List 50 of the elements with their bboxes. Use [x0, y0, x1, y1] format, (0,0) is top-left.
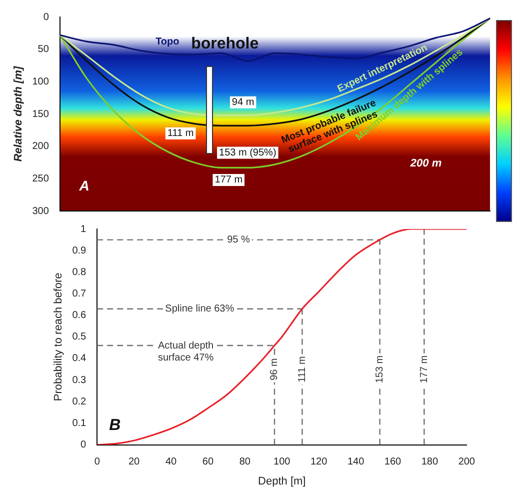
- y-tick-label: 0.3: [72, 374, 87, 386]
- y-tick-label: 0.9: [72, 245, 87, 256]
- x-tick-label: 40: [165, 456, 178, 468]
- ref-line-label: Actual depth surface 47%: [158, 340, 214, 364]
- x-tick-label: 140: [347, 456, 365, 468]
- ref-line-label: 95 %: [227, 234, 250, 246]
- annotation: 177 m: [214, 174, 243, 186]
- ref-line-label: 153 m: [374, 355, 386, 384]
- y-tick-label: 200: [32, 141, 50, 152]
- annotation: 153 m (95%): [219, 148, 276, 159]
- annotation: 200 m: [409, 158, 442, 170]
- annotation: borehole: [191, 36, 259, 53]
- x-tick-label: 120: [310, 456, 328, 468]
- x-tick-label: 80: [239, 456, 251, 468]
- x-axis-title: Depth [m]: [258, 475, 306, 488]
- y-tick-label: 0: [43, 12, 50, 23]
- x-tick-label: 0: [94, 456, 100, 468]
- y-tick-label: 100: [32, 76, 50, 88]
- y-tick-label: 300: [32, 206, 50, 217]
- annotation: A: [78, 178, 90, 194]
- y-tick-label: 0.4: [72, 353, 87, 364]
- y-tick-label: 250: [32, 173, 50, 184]
- y-tick-label: 0.6: [72, 310, 87, 322]
- ref-line-label: 111 m: [296, 356, 308, 382]
- ref-line-label: 96 m: [269, 358, 280, 380]
- line-series: [59, 17, 491, 168]
- x-tick-label: 60: [202, 456, 214, 468]
- series-label: Topo: [156, 36, 180, 48]
- y-tick-label: 0.1: [72, 418, 87, 429]
- y-tick-label: 150: [32, 108, 50, 120]
- ref-line-label: Spline line 63%: [165, 304, 234, 315]
- y-tick-label: 1: [80, 224, 87, 235]
- x-tick-label: 160: [384, 456, 402, 468]
- y-tick-label: 0: [80, 440, 87, 451]
- y-tick-label: 0.8: [72, 266, 87, 278]
- y-tick-label: 0.5: [72, 332, 87, 343]
- y-axis-title: Relative depth [m]: [12, 66, 25, 162]
- y-axis-title: Probability to reach before: [52, 272, 65, 402]
- x-tick-label: 20: [128, 456, 140, 468]
- annotation: B: [109, 416, 121, 434]
- annotation: 94 m: [232, 97, 254, 108]
- annotation: 111 m: [167, 128, 194, 140]
- y-tick-label: 0.7: [72, 288, 87, 300]
- line-series: [97, 229, 467, 445]
- x-tick-label: 100: [274, 456, 291, 468]
- y-tick-label: 0.2: [72, 396, 87, 408]
- x-tick-label: 200: [458, 456, 476, 468]
- ref-line-label: 177 m: [418, 355, 430, 384]
- y-tick-label: 50: [38, 44, 50, 56]
- x-tick-label: 180: [421, 456, 438, 468]
